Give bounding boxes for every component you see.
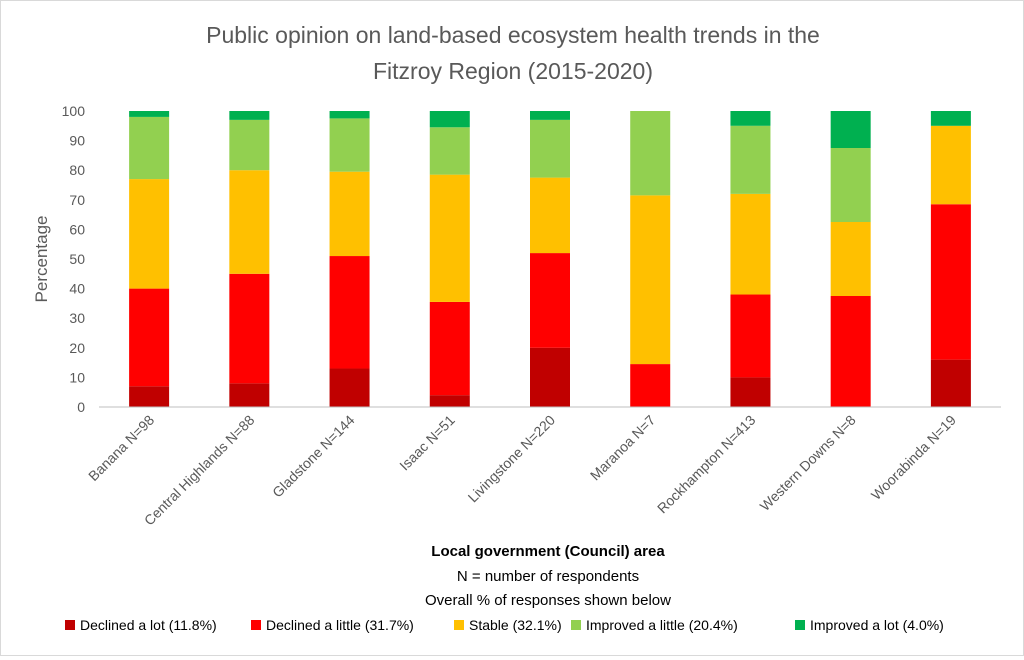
y-tick-label: 70 bbox=[69, 192, 85, 208]
legend-swatch bbox=[795, 620, 805, 630]
legend-swatch bbox=[454, 620, 464, 630]
legend-entry: Declined a lot (11.8%) bbox=[80, 617, 217, 633]
bars bbox=[129, 111, 971, 407]
bar-segment bbox=[329, 256, 370, 369]
legend-swatch bbox=[571, 620, 581, 630]
y-tick-label: 90 bbox=[69, 133, 85, 149]
bar-segment bbox=[930, 111, 971, 126]
x-axis-label: Local government (Council) area bbox=[431, 543, 665, 560]
bar-segment bbox=[329, 111, 370, 119]
x-category-label: Western Downs N=8 bbox=[757, 412, 859, 514]
respondents-note: N = number of respondents bbox=[457, 568, 639, 585]
bar-segment bbox=[630, 195, 671, 365]
bar-segment bbox=[930, 125, 971, 205]
bar-segment bbox=[429, 301, 470, 396]
bar-segment bbox=[730, 377, 771, 407]
x-category-label: Banana N=98 bbox=[85, 412, 157, 484]
legend-swatch bbox=[65, 620, 75, 630]
bar-segment bbox=[830, 222, 871, 296]
bar-segment bbox=[530, 253, 570, 348]
bar-segment bbox=[229, 383, 270, 407]
bar-segment bbox=[129, 288, 170, 387]
bar-segment bbox=[129, 116, 170, 180]
overall-note: Overall % of responses shown below bbox=[425, 592, 671, 609]
bar-segment bbox=[229, 119, 270, 171]
bar-segment bbox=[329, 368, 370, 407]
bar-segment bbox=[730, 193, 771, 295]
x-category-label: Gladstone N=144 bbox=[269, 412, 358, 501]
y-axis-label: Percentage bbox=[32, 216, 51, 303]
x-category-label: Central Highlands N=88 bbox=[141, 412, 258, 529]
chart-title-line-2: Fitzroy Region (2015-2020) bbox=[373, 58, 653, 84]
bar-segment bbox=[730, 125, 771, 194]
bar-segment bbox=[429, 395, 470, 407]
bar-segment bbox=[429, 111, 470, 128]
legend-swatch bbox=[251, 620, 261, 630]
y-tick-label: 20 bbox=[69, 340, 85, 356]
chart-title-line-1: Public opinion on land-based ecosystem h… bbox=[206, 22, 820, 48]
bar-segment bbox=[129, 111, 170, 117]
y-tick-label: 30 bbox=[69, 310, 85, 326]
y-tick-label: 50 bbox=[69, 251, 85, 267]
bar-segment bbox=[830, 296, 871, 407]
bar-segment bbox=[830, 111, 871, 148]
legend-entry: Declined a little (31.7%) bbox=[266, 617, 414, 633]
bar-segment bbox=[530, 119, 570, 178]
bar-segment bbox=[930, 204, 971, 360]
bar-segment bbox=[830, 148, 871, 222]
bar-segment bbox=[630, 364, 671, 407]
bar-segment bbox=[930, 359, 971, 407]
legend-entry: Stable (32.1%) bbox=[469, 617, 562, 633]
bar-segment bbox=[229, 170, 270, 274]
y-tick-label: 0 bbox=[77, 399, 85, 415]
bar-segment bbox=[229, 273, 270, 384]
bar-segment bbox=[129, 179, 170, 289]
x-category-label: Rockhampton N=413 bbox=[654, 412, 759, 517]
bar-segment bbox=[429, 127, 470, 175]
bar-segment bbox=[329, 171, 370, 257]
x-category-label: Maranoa N=7 bbox=[587, 412, 659, 484]
x-category-label: Isaac N=51 bbox=[396, 412, 458, 474]
bar-segment bbox=[329, 118, 370, 172]
y-tick-label: 60 bbox=[69, 221, 85, 237]
bar-segment bbox=[129, 386, 170, 407]
legend: Declined a lot (11.8%) Declined a little … bbox=[65, 617, 944, 633]
y-tick-label: 40 bbox=[69, 281, 85, 297]
legend-entry: Improved a little (20.4%) bbox=[586, 617, 738, 633]
y-tick-label: 80 bbox=[69, 162, 85, 178]
bar-segment bbox=[730, 294, 771, 378]
bar-segment bbox=[630, 111, 671, 196]
bar-segment bbox=[530, 347, 570, 407]
bar-segment bbox=[530, 111, 570, 120]
x-category-label: Livingstone N=220 bbox=[465, 412, 559, 506]
bar-segment bbox=[530, 177, 570, 254]
y-tick-label: 10 bbox=[69, 369, 85, 385]
legend-entry: Improved a lot (4.0%) bbox=[810, 617, 944, 633]
bar-segment bbox=[429, 174, 470, 302]
bar-segment bbox=[730, 111, 771, 126]
y-axis-ticks: 0 10 20 30 40 50 60 70 80 90 100 bbox=[62, 103, 86, 415]
x-category-label: Woorabinda N=19 bbox=[868, 412, 959, 503]
y-tick-label: 100 bbox=[62, 103, 86, 119]
bar-segment bbox=[229, 111, 270, 120]
